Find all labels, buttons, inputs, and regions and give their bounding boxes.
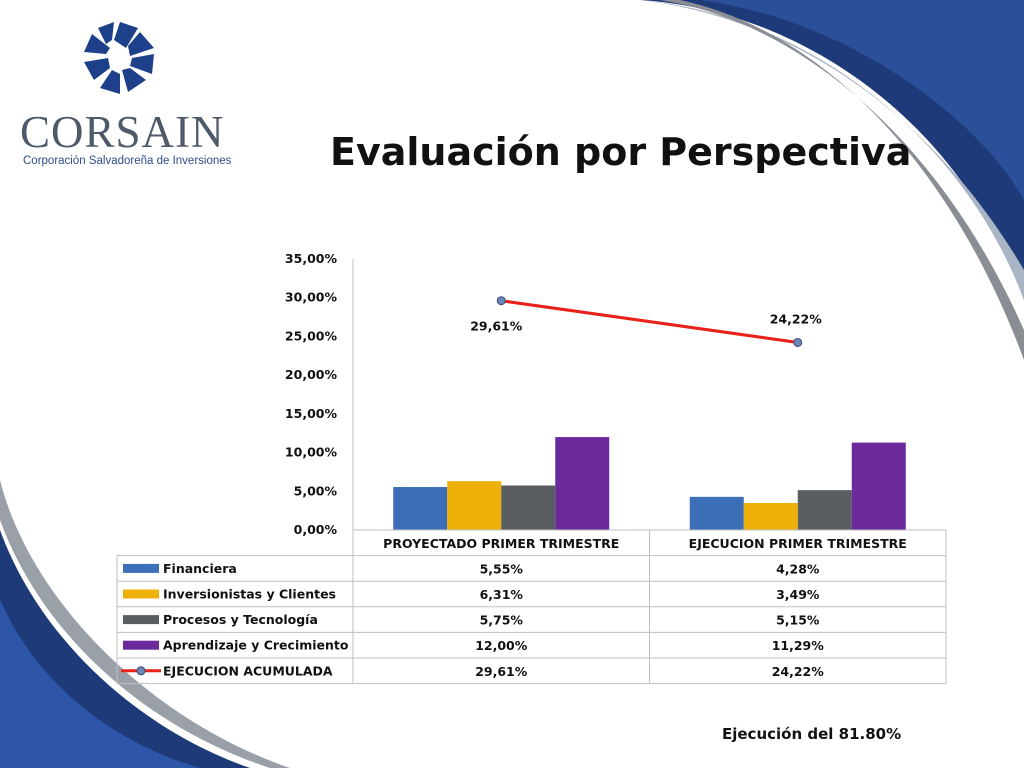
table-cell-value: 3,49% (776, 587, 820, 602)
line-point-1 (793, 337, 803, 347)
table-cell-value: 24,22% (772, 664, 825, 679)
y-tick-label: 25,00% (285, 328, 338, 343)
legend-entry: Aprendizaje y Crecimiento (163, 638, 349, 653)
table-cell-value: 5,75% (480, 613, 524, 628)
y-tick-label: 30,00% (285, 290, 338, 305)
legend-swatch-3 (123, 640, 159, 650)
line-point-0 (496, 296, 506, 306)
bar-0-1 (689, 496, 744, 530)
legend-entry: EJECUCION ACUMULADA (163, 663, 333, 678)
table-cell-value: 11,29% (772, 638, 825, 653)
logo-subtitle: Corporación Salvadoreña de Inversiones (23, 155, 232, 167)
bar-1-1 (743, 502, 798, 530)
y-tick-label: 20,00% (285, 367, 338, 382)
bottom-left-swoosh-blue (0, 600, 200, 768)
y-tick-label: 15,00% (285, 406, 338, 421)
top-right-swoosh-blue (700, 0, 1024, 200)
table-cell-value: 29,61% (475, 664, 528, 679)
legend-entry: Procesos y Tecnología (163, 612, 318, 627)
bar-1-0 (447, 481, 502, 530)
legend-entry: Financiera (163, 561, 237, 576)
bar-2-1 (797, 490, 852, 530)
table-cell-value: 12,00% (475, 638, 528, 653)
ejecucion-line (501, 299, 798, 344)
table-cell-value: 4,28% (776, 561, 820, 576)
corsain-emblem-icon (84, 22, 154, 94)
category-label: EJECUCION PRIMER TRIMESTRE (689, 536, 907, 551)
y-tick-label: 5,00% (294, 483, 338, 498)
legend-swatch-0 (123, 563, 159, 573)
legend-swatch-marker (136, 666, 146, 676)
legend-swatch-1 (123, 589, 159, 599)
y-tick-label: 10,00% (285, 445, 338, 460)
y-tick-label: 35,00% (285, 251, 338, 266)
category-label: PROYECTADO PRIMER TRIMESTRE (383, 536, 619, 551)
line-data-label: 24,22% (770, 311, 823, 326)
legend-entry: Inversionistas y Clientes (163, 587, 336, 602)
bar-0-0 (393, 487, 448, 530)
y-tick-label: 0,00% (294, 522, 338, 537)
table-cell-value: 5,15% (776, 613, 820, 628)
legend-swatch-2 (123, 615, 159, 625)
bar-2-0 (501, 485, 556, 530)
table-cell-value: 6,31% (480, 587, 524, 602)
bar-3-0 (555, 437, 610, 530)
logo-wordmark: CORSAIN (20, 107, 225, 157)
execution-summary: Ejecución del 81.80% (722, 725, 902, 743)
slide-title: Evaluación por Perspectiva (330, 130, 912, 174)
bar-3-1 (851, 442, 906, 530)
table-cell-value: 5,55% (480, 561, 524, 576)
line-data-label: 29,61% (470, 319, 523, 334)
